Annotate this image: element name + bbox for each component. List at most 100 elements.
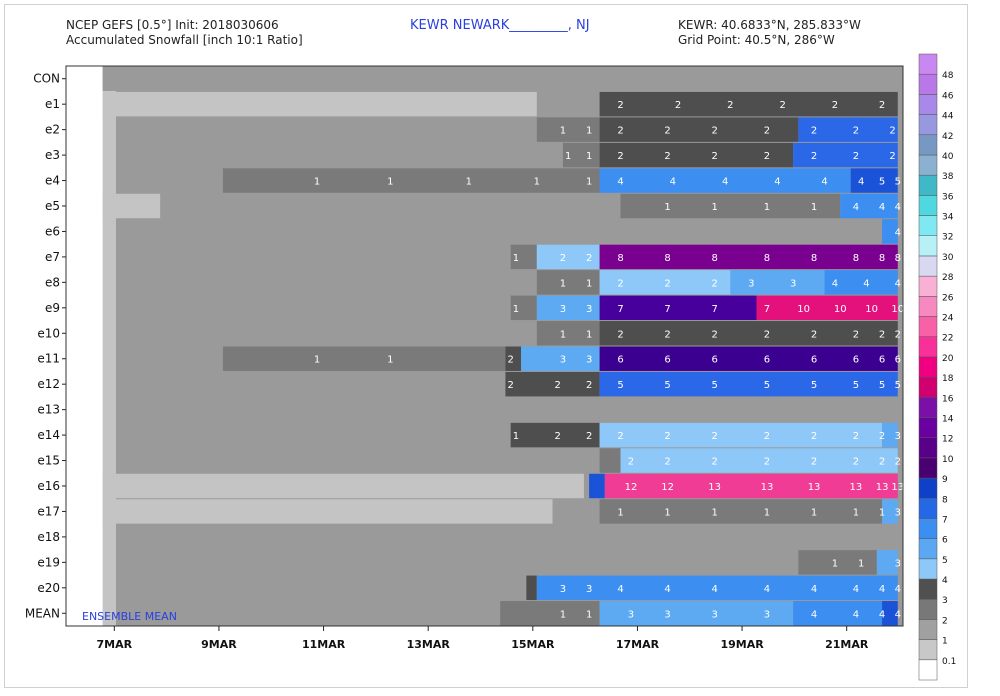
colorbar-swatch-4 — [918, 578, 938, 600]
cell-label-e8-5: 3 — [748, 278, 754, 289]
cell-label-e4-10: 4 — [858, 177, 864, 188]
row-label-e2: e2 — [45, 123, 60, 137]
colorbar-swatch-14 — [918, 376, 938, 398]
cell-e3-2 — [793, 142, 898, 168]
cell-e3-1 — [599, 142, 794, 168]
cell-e7-2 — [599, 244, 898, 270]
cell-label-e9-6: 7 — [764, 304, 770, 315]
cell-label-e2-5: 2 — [764, 126, 770, 137]
cell-e4-0 — [222, 168, 600, 193]
cell-label-e6-0: 4 — [895, 227, 901, 238]
cell-e2-2 — [798, 117, 898, 142]
cell-e1-1 — [599, 91, 898, 117]
cell-label-e9-9: 10 — [865, 304, 878, 315]
cell-label-e20-7: 4 — [853, 584, 859, 595]
cell-e11-3 — [599, 346, 898, 371]
cell-label-e10-5: 2 — [764, 329, 770, 340]
cell-label-e7-6: 8 — [764, 253, 770, 264]
cell-label-e7-3: 8 — [617, 253, 623, 264]
cell-e20-1 — [536, 575, 898, 601]
x-tick-label-0: 7MAR — [97, 638, 133, 651]
cell-label-MEAN-6: 4 — [811, 609, 817, 620]
cell-label-e14-6: 2 — [764, 431, 770, 442]
cell-label-e12-5: 5 — [711, 380, 717, 391]
cell-e5-1 — [620, 193, 841, 219]
cell-label-e1-1: 2 — [675, 100, 681, 111]
cell-label-e12-7: 5 — [811, 380, 817, 391]
colorbar-swatch-0 — [918, 659, 938, 681]
row-label-e3: e3 — [45, 148, 60, 162]
colorbar-swatch-19 — [918, 275, 938, 297]
cell-label-e10-9: 2 — [895, 329, 901, 340]
cell-label-e7-7: 8 — [811, 253, 817, 264]
cell-label-e9-1: 3 — [560, 304, 566, 315]
cell-MEAN-1 — [599, 601, 794, 626]
chart-frame — [4, 4, 968, 688]
colorbar-label-25: 40 — [942, 152, 954, 162]
cell-label-e10-7: 2 — [853, 329, 859, 340]
row-label-e9: e9 — [45, 301, 60, 315]
cell-label-e16-3: 13 — [761, 482, 774, 493]
cell-label-e1-3: 2 — [779, 100, 785, 111]
colorbar-label-26: 42 — [942, 132, 953, 142]
cell-label-e2-2: 2 — [617, 126, 623, 137]
cell-e14-2 — [882, 422, 898, 448]
colorbar-swatch-1 — [918, 639, 938, 661]
cell-CON-0 — [102, 66, 898, 91]
cell-label-e7-10: 8 — [895, 253, 901, 264]
colorbar-swatch-18 — [918, 296, 938, 317]
cell-label-MEAN-8: 4 — [879, 609, 885, 620]
cell-label-e15-0: 2 — [628, 457, 634, 468]
cell-label-e11-5: 6 — [617, 355, 623, 366]
cell-label-e15-4: 2 — [811, 457, 817, 468]
header-init: NCEP GEFS [0.5°] Init: 2018030606 — [66, 18, 279, 32]
row-label-e18: e18 — [37, 530, 60, 544]
colorbar-swatch-10 — [918, 457, 938, 479]
colorbar-label-7: 7 — [942, 515, 948, 525]
cell-e1-0 — [102, 91, 537, 117]
cell-label-e17-2: 1 — [711, 507, 717, 518]
cell-e12-0 — [505, 371, 600, 397]
cell-label-e4-4: 1 — [586, 177, 592, 188]
colorbar-swatch-11 — [918, 437, 938, 459]
cell-label-e15-7: 2 — [895, 457, 901, 468]
row-label-e5: e5 — [45, 199, 60, 213]
colorbar-label-11: 12 — [942, 435, 953, 445]
cell-label-e7-8: 8 — [853, 253, 859, 264]
colorbar-label-23: 36 — [942, 192, 954, 202]
cell-e17-0 — [102, 499, 553, 524]
cell-e10-0 — [536, 321, 600, 346]
header-station: KEWR NEWARK_________, NJ — [410, 18, 590, 33]
cell-label-e2-7: 2 — [853, 126, 859, 137]
cell-e15-0 — [599, 448, 621, 473]
cell-label-e12-9: 5 — [879, 380, 885, 391]
cell-label-e2-6: 2 — [811, 126, 817, 137]
cell-label-e11-0: 1 — [314, 355, 320, 366]
cell-label-MEAN-5: 3 — [764, 609, 770, 620]
row-label-e4: e4 — [45, 174, 60, 188]
colorbar-label-6: 6 — [942, 536, 948, 546]
colorbar-label-4: 4 — [942, 576, 948, 586]
x-tick-label-6: 19MAR — [720, 638, 764, 651]
row-label-e1: e1 — [45, 97, 60, 111]
cell-label-e8-6: 3 — [790, 278, 796, 289]
cell-e11-0 — [222, 346, 506, 371]
cell-label-e16-0: 12 — [625, 482, 638, 493]
cell-e14-0 — [510, 422, 600, 448]
colorbar-label-5: 5 — [942, 556, 948, 566]
cell-e17-1 — [599, 499, 883, 524]
cell-label-e14-4: 2 — [664, 431, 670, 442]
colorbar-swatch-28 — [918, 94, 938, 115]
row-label-e11: e11 — [37, 352, 60, 366]
row-label-e14: e14 — [37, 428, 60, 442]
colorbar-swatch-7 — [918, 518, 938, 539]
row-label-CON: CON — [33, 72, 60, 86]
colorbar-swatch-3 — [918, 598, 938, 620]
colorbar-label-13: 16 — [942, 394, 954, 404]
cell-e9-1 — [536, 295, 600, 321]
cell-label-e14-10: 3 — [895, 431, 901, 442]
cell-label-e9-8: 10 — [834, 304, 847, 315]
colorbar-swatch-25 — [918, 154, 938, 176]
